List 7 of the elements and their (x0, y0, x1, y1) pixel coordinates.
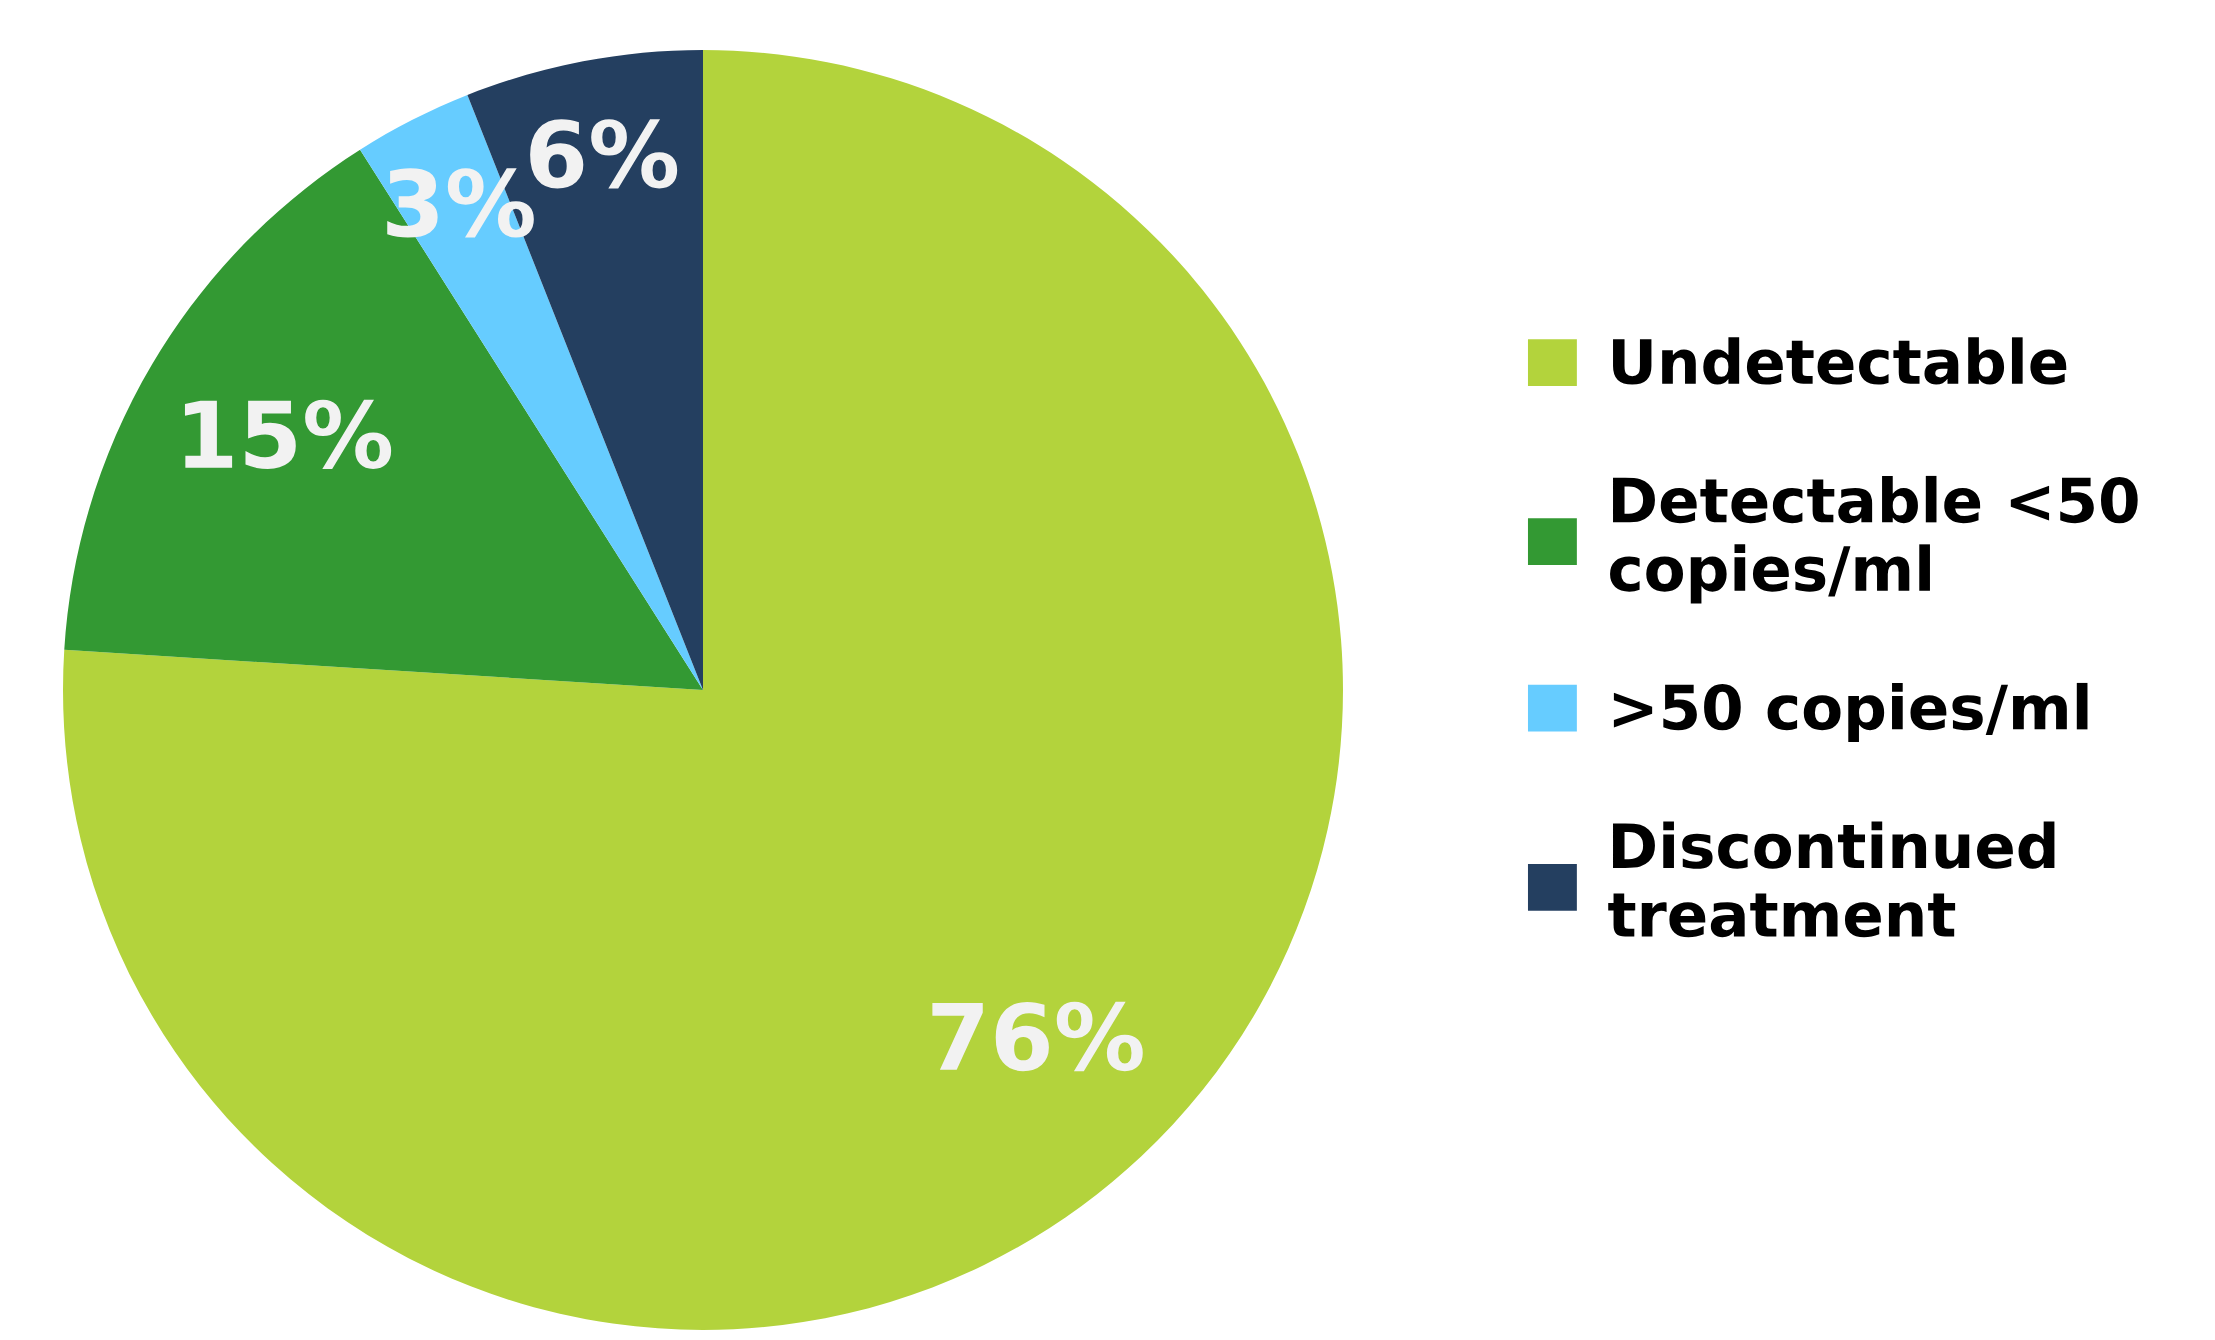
data-label: 76% (932, 1001, 1143, 1072)
pie-slice (63, 50, 1343, 1330)
legend-label: >50 copies/ml (1613, 682, 2088, 743)
legend-label: Discontinued treatment (1608, 821, 2055, 938)
data-label: 15% (184, 399, 392, 469)
legend-label: Undetectable (1613, 337, 2067, 385)
legend-label: Detectable <50 copies/ml (1610, 475, 2138, 604)
